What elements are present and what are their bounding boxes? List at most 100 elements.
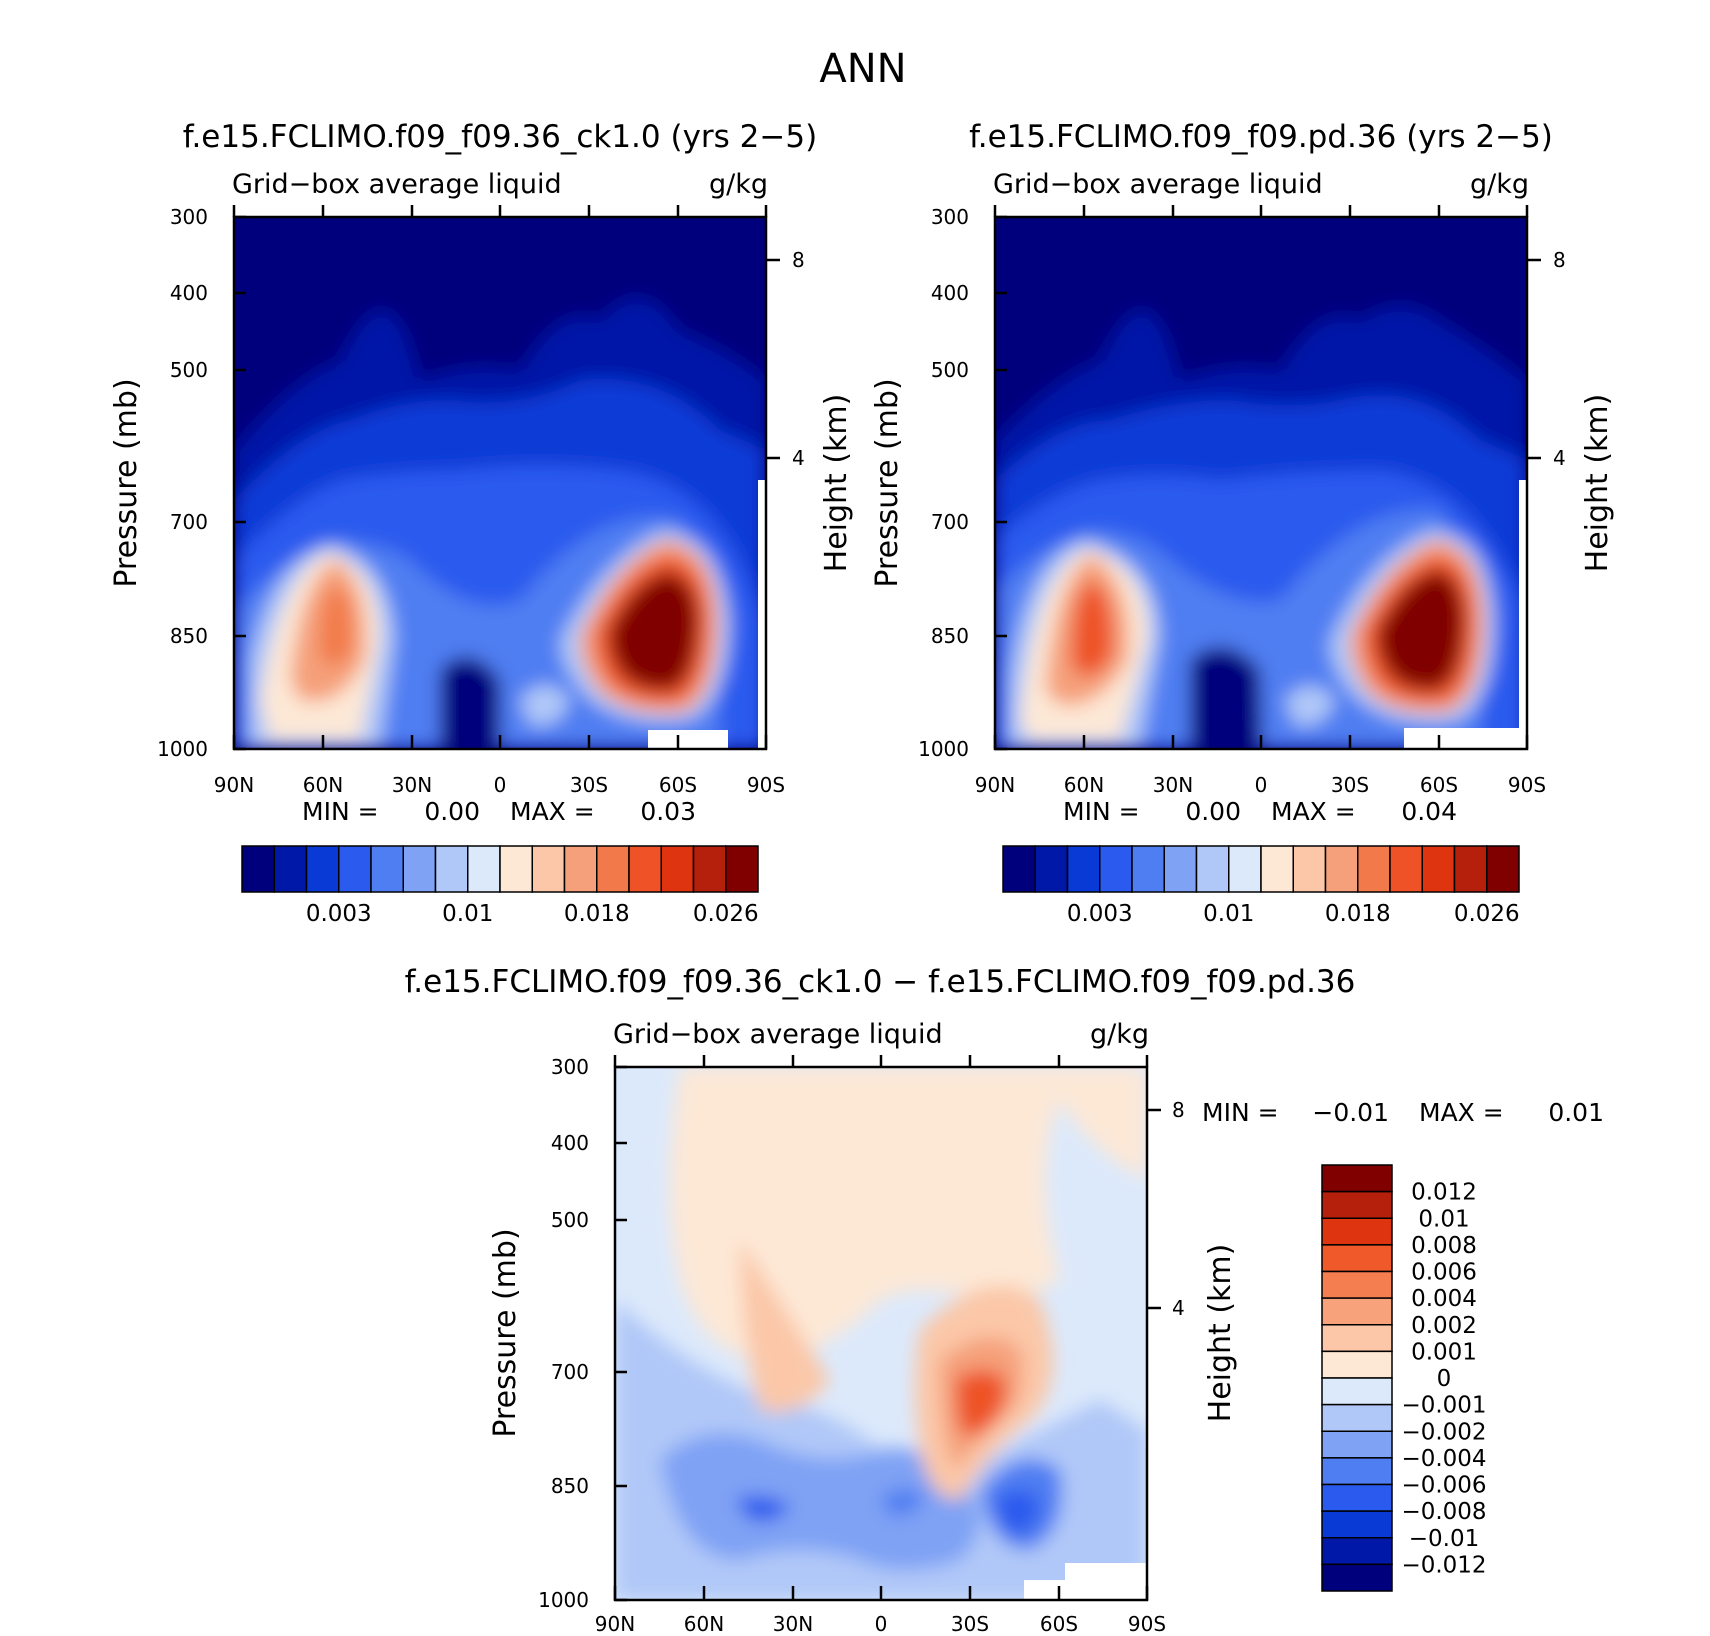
colorbar-swatch xyxy=(1321,1297,1393,1326)
x-tick-label: 30S xyxy=(570,773,608,797)
x-tick-label: 60S xyxy=(1040,1612,1078,1636)
colorbar-label: −0.001 xyxy=(1401,1393,1486,1419)
colorbar: 0.003 0.01 0.018 0.026 xyxy=(1002,845,1520,927)
contour-field xyxy=(995,217,1527,749)
x-tick-label: 30N xyxy=(1153,773,1193,797)
colorbar-swatch xyxy=(305,845,340,893)
colorbar-label: −0.012 xyxy=(1401,1552,1486,1578)
y-axis-label-right: Height (km) xyxy=(1580,394,1615,573)
colorbar-swatch xyxy=(1321,1217,1393,1246)
x-tick-label: 30S xyxy=(1331,773,1369,797)
panel-title: f.e15.FCLIMO.f09_f09.pd.36 (yrs 2−5) xyxy=(969,119,1553,155)
x-tick-label: 0 xyxy=(494,773,507,797)
x-tick-label: 0 xyxy=(875,1612,888,1636)
y-tick-label: 500 xyxy=(551,1208,589,1232)
y-tick-label: 850 xyxy=(931,624,969,648)
colorbar-swatch xyxy=(692,845,727,893)
colorbar-swatch xyxy=(563,845,598,893)
colorbar-swatch xyxy=(1321,1270,1393,1299)
contour-field xyxy=(615,1067,1147,1600)
colorbar-swatch xyxy=(1321,1563,1393,1592)
colorbar-label: −0.01 xyxy=(1409,1526,1479,1552)
colorbar-label: 0.012 xyxy=(1411,1180,1477,1206)
y-tick-label: 300 xyxy=(170,205,208,229)
y-right-tick-label: 8 xyxy=(1172,1098,1185,1122)
y-tick-label: 700 xyxy=(551,1360,589,1384)
y-axis-label: Pressure (mb) xyxy=(488,1228,523,1437)
colorbar-swatch xyxy=(1321,1403,1393,1432)
colorbar-label: 0.018 xyxy=(564,901,630,927)
max-label: MAX = xyxy=(1419,1098,1504,1127)
colorbar-swatch xyxy=(1321,1483,1393,1512)
colorbar-swatch xyxy=(434,845,469,893)
panel-left-label: Grid−box average liquid xyxy=(232,169,562,200)
min-value: −0.01 xyxy=(1312,1098,1389,1127)
panel-control: f.e15.FCLIMO.f09_f09.pd.36 (yrs 2−5) Gri… xyxy=(870,119,1615,927)
x-tick-label: 30N xyxy=(773,1612,813,1636)
x-tick-label: 90N xyxy=(214,773,254,797)
colorbar-swatch xyxy=(1357,845,1391,893)
colorbar-swatch xyxy=(1321,1164,1393,1193)
colorbar-swatch xyxy=(1321,1430,1393,1459)
y-axis-label: Pressure (mb) xyxy=(109,378,144,587)
colorbar-label: −0.004 xyxy=(1401,1446,1486,1472)
colorbar-swatch xyxy=(1321,1537,1393,1566)
colorbar-swatch xyxy=(1099,845,1133,893)
colorbar-swatch xyxy=(1163,845,1198,893)
min-label: MIN = xyxy=(302,797,379,826)
colorbar-label: 0.003 xyxy=(306,901,372,927)
x-tick-label: 60N xyxy=(303,773,343,797)
colorbar-label: 0.026 xyxy=(693,901,759,927)
y-tick-label: 1000 xyxy=(538,1588,589,1612)
y-right-tick-label: 8 xyxy=(1553,248,1566,272)
colorbar-label: 0.026 xyxy=(1454,901,1520,927)
max-label: MAX = xyxy=(1271,797,1356,826)
colorbar-swatch xyxy=(660,845,695,893)
x-tick-label: 0 xyxy=(1255,773,1268,797)
colorbar-label: 0.001 xyxy=(1411,1339,1477,1365)
y-axis-label-right: Height (km) xyxy=(819,394,854,573)
colorbar-swatch xyxy=(1321,1324,1393,1353)
y-right-tick-label: 4 xyxy=(792,446,805,470)
colorbar-swatch xyxy=(1292,845,1327,893)
colorbar-swatch xyxy=(725,845,759,893)
x-tick-label: 90N xyxy=(975,773,1015,797)
colorbar-swatch xyxy=(1002,845,1036,893)
colorbar-swatch xyxy=(499,845,533,893)
colorbar-swatch xyxy=(1260,845,1294,893)
colorbar-label: 0.018 xyxy=(1325,901,1391,927)
panel-difference: f.e15.FCLIMO.f09_f09.36_ck1.0 − f.e15.FC… xyxy=(405,964,1604,1636)
colorbar-swatch xyxy=(531,845,566,893)
colorbar: 0.0120.010.0080.0060.0040.0020.0010−0.00… xyxy=(1321,1164,1487,1592)
colorbar-swatch xyxy=(370,845,404,893)
y-tick-label: 850 xyxy=(551,1474,589,1498)
colorbar-swatch xyxy=(241,845,275,893)
x-tick-label: 60N xyxy=(684,1612,724,1636)
panel-title: f.e15.FCLIMO.f09_f09.36_ck1.0 (yrs 2−5) xyxy=(183,119,817,155)
colorbar-swatch xyxy=(1321,1377,1393,1406)
panel-title: f.e15.FCLIMO.f09_f09.36_ck1.0 − f.e15.FC… xyxy=(405,964,1356,1000)
colorbar-label: −0.006 xyxy=(1401,1473,1486,1499)
colorbar-label: −0.008 xyxy=(1401,1499,1486,1525)
colorbar-label: 0.01 xyxy=(442,901,493,927)
x-tick-label: 90S xyxy=(1128,1612,1166,1636)
colorbar-label: 0.002 xyxy=(1411,1313,1477,1339)
x-tick-label: 60S xyxy=(659,773,697,797)
colorbar-swatch xyxy=(1389,845,1423,893)
colorbar-swatch xyxy=(1066,845,1101,893)
y-right-tick-label: 4 xyxy=(1553,446,1566,470)
colorbar-label: 0 xyxy=(1437,1366,1452,1392)
colorbar-swatch xyxy=(1324,845,1359,893)
min-value: 0.00 xyxy=(1185,797,1241,826)
min-value: 0.00 xyxy=(424,797,480,826)
y-axis-label: Pressure (mb) xyxy=(870,378,905,587)
min-label: MIN = xyxy=(1063,797,1140,826)
panel-left-label: Grid−box average liquid xyxy=(993,169,1323,200)
min-label: MIN = xyxy=(1202,1098,1279,1127)
x-tick-label: 60S xyxy=(1420,773,1458,797)
y-tick-label: 400 xyxy=(551,1131,589,1155)
y-tick-label: 850 xyxy=(170,624,208,648)
colorbar-swatch xyxy=(467,845,501,893)
panel-units-label: g/kg xyxy=(709,169,768,200)
